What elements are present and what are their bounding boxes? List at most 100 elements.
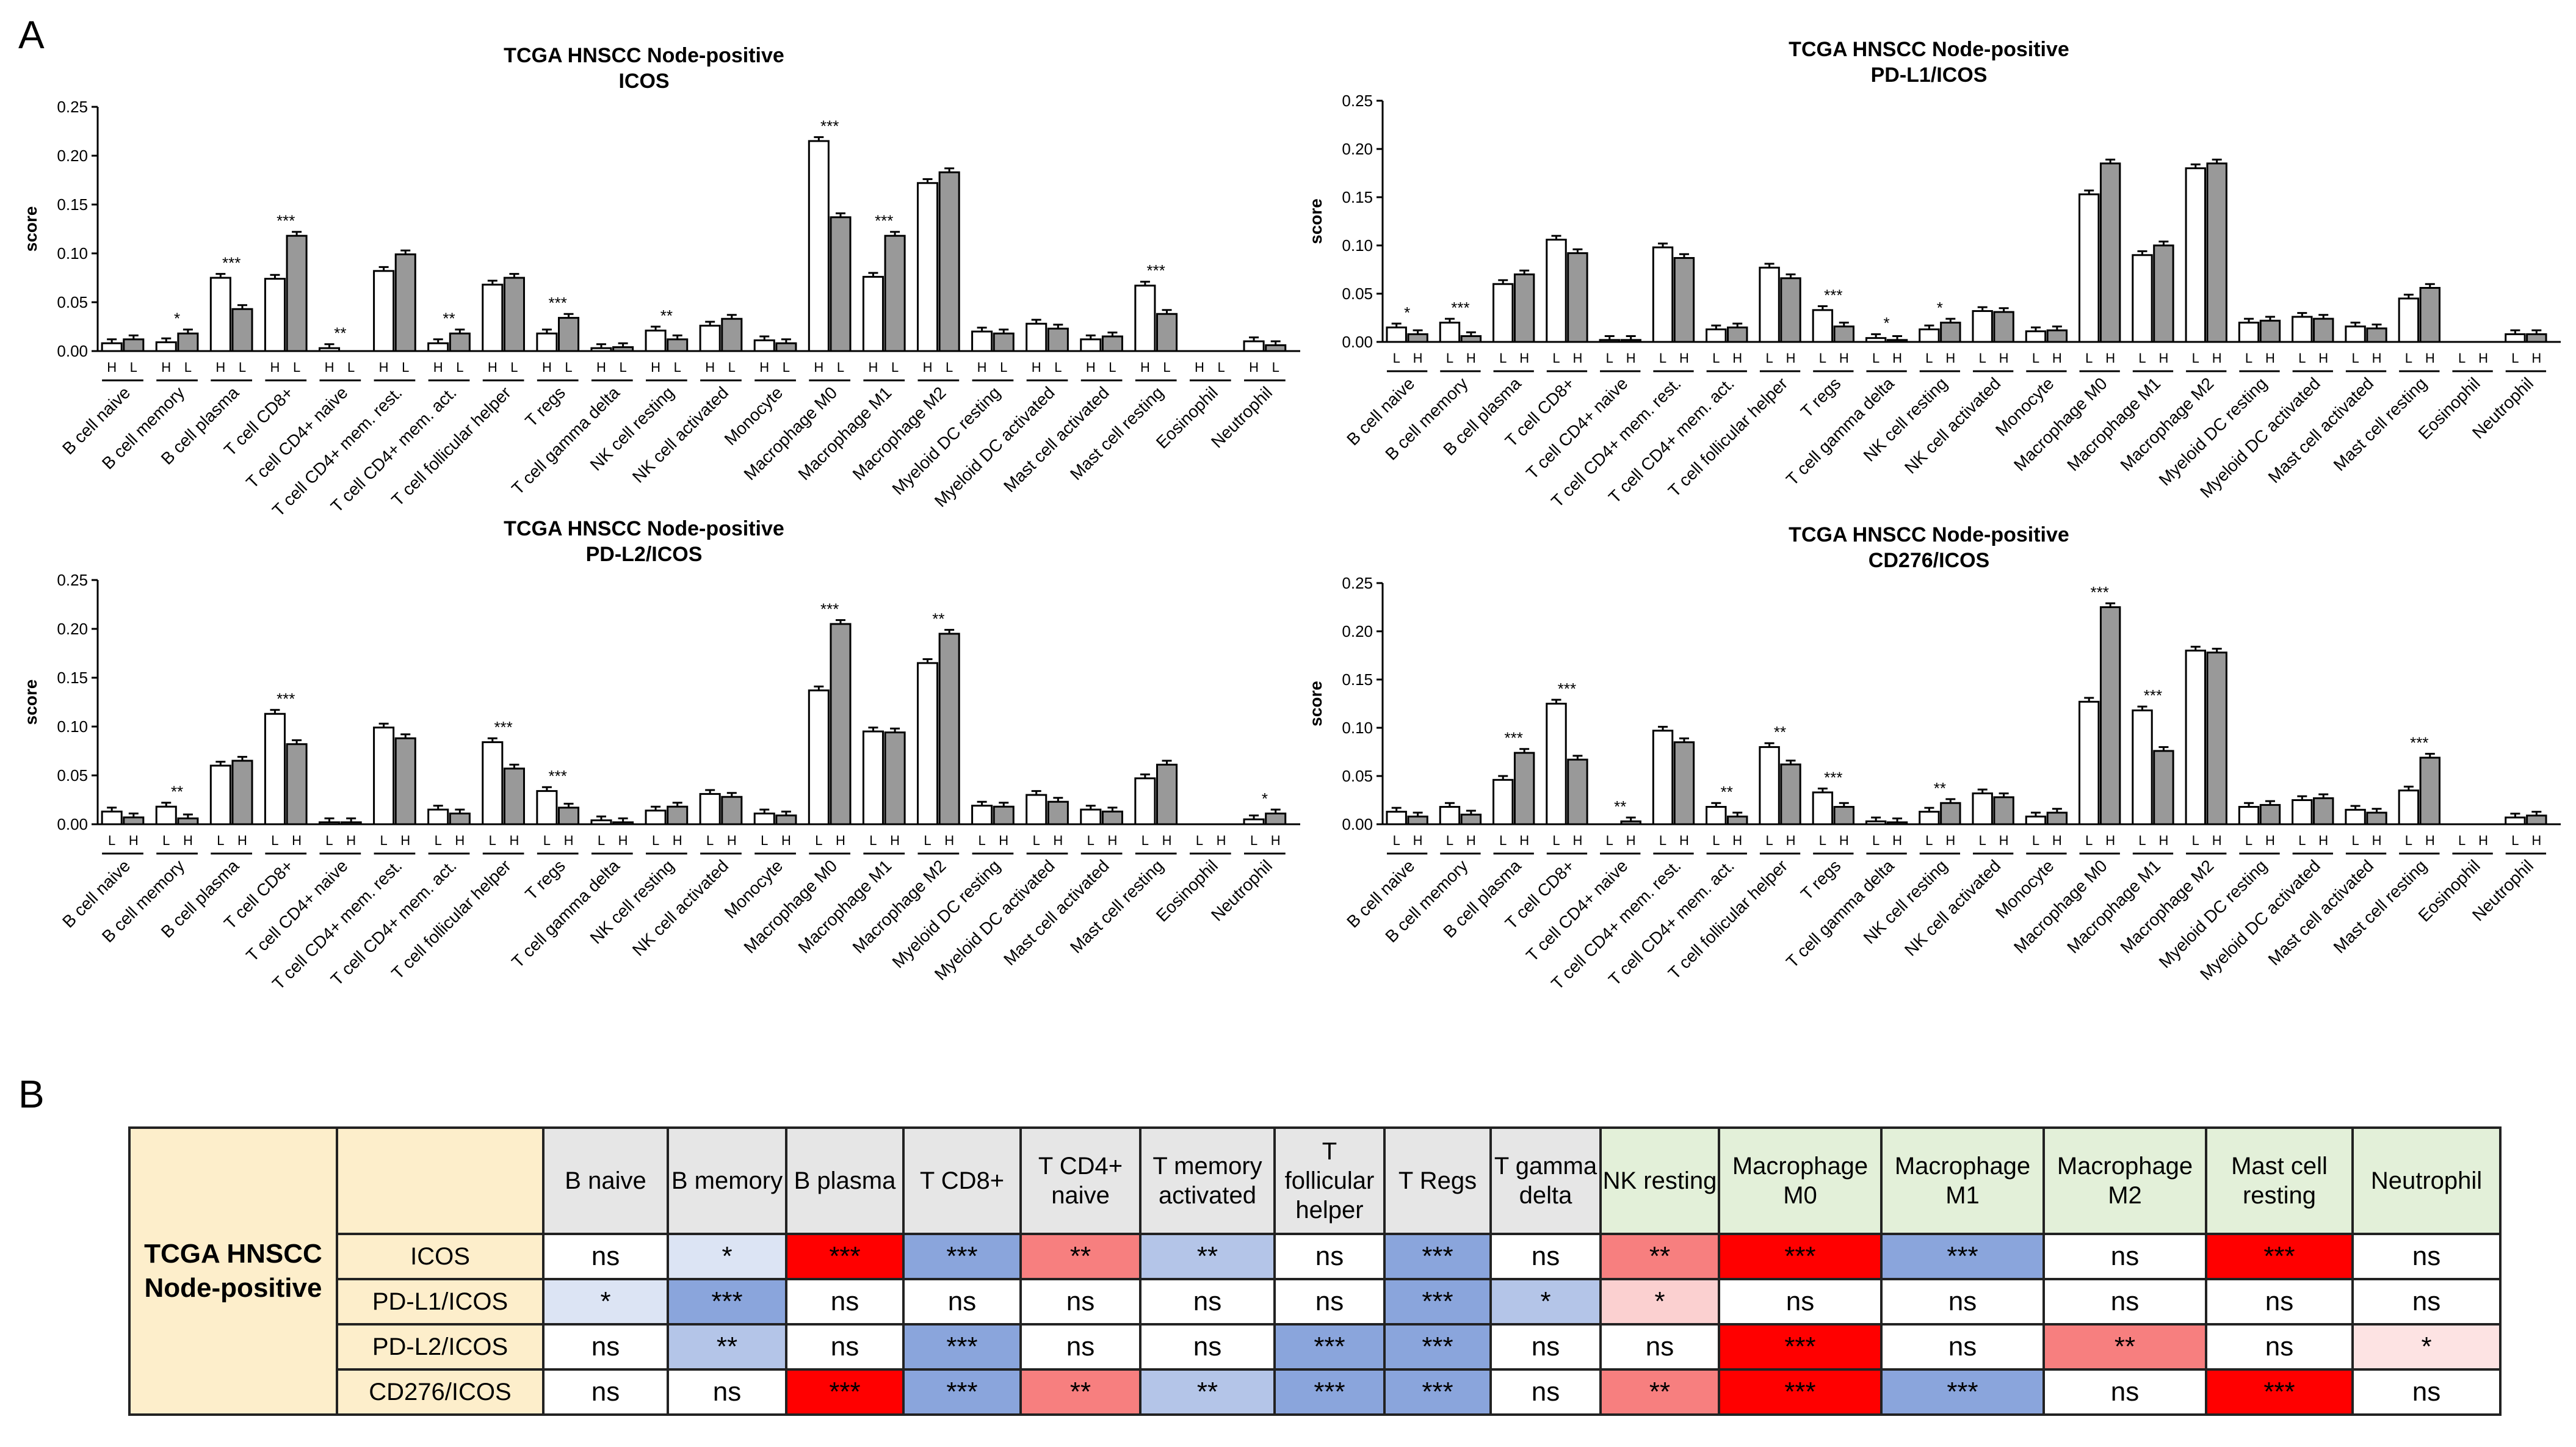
- bar: [971, 330, 993, 352]
- group-tick-label: H: [161, 360, 171, 375]
- category-label: Macrophage M2: [849, 856, 950, 957]
- group-tick-label: L: [924, 833, 931, 848]
- group-tick-label: L: [347, 360, 355, 375]
- bar: [340, 821, 362, 825]
- bar: [286, 743, 308, 825]
- column-header: B naive: [542, 1126, 669, 1235]
- group-tick-label: H: [1572, 833, 1582, 848]
- bar: [971, 805, 993, 825]
- group-tick-label: H: [1249, 360, 1259, 375]
- group-tick-label: L: [2245, 350, 2252, 366]
- group-tick-label: L: [510, 360, 518, 375]
- group-tick-label: L: [456, 360, 463, 375]
- group-tick-label: L: [1765, 833, 1773, 848]
- significance-cell: **: [1599, 1368, 1720, 1416]
- group-tick-label: L: [946, 360, 953, 375]
- significance-cell: ***: [902, 1368, 1022, 1416]
- significance-mark: ***: [2410, 734, 2428, 752]
- group-tick-label: H: [2212, 833, 2222, 848]
- bar: [2206, 651, 2227, 825]
- significance-mark: ***: [820, 600, 839, 618]
- significance-cell: ***: [667, 1278, 787, 1326]
- group-tick-label: H: [1999, 350, 2009, 366]
- group-tick-label: H: [1413, 833, 1423, 848]
- bar: [775, 342, 797, 352]
- group-tick-label: H: [346, 833, 356, 848]
- bar: [1919, 328, 1940, 343]
- bar: [449, 332, 471, 352]
- table-row: PD-L1/ICOS * *** ns ns ns ns ns *** * * ns ns ns ns ns: [129, 1278, 2502, 1326]
- group-tick-label: L: [2245, 833, 2252, 848]
- y-tick-label: 0.20: [1342, 622, 1373, 640]
- significance-cell: ***: [1273, 1368, 1386, 1416]
- significance-cell: ns: [2205, 1323, 2354, 1371]
- bar: [373, 727, 395, 825]
- bar: [482, 283, 504, 352]
- bar: [2079, 193, 2100, 343]
- column-header: B memory: [667, 1126, 787, 1235]
- chart-title: TCGA HNSCC Node-positive: [1789, 38, 2069, 61]
- group-tick-label: L: [2351, 833, 2359, 848]
- bar: [1993, 311, 2014, 343]
- group-tick-label: L: [2032, 833, 2039, 848]
- table-blank-header: [336, 1126, 545, 1235]
- significance-mark: *: [1404, 303, 1410, 322]
- significance-cell: ***: [1383, 1233, 1492, 1280]
- y-tick-label: 0.10: [57, 717, 88, 736]
- group-tick-label: H: [1162, 833, 1172, 848]
- bar: [645, 329, 667, 352]
- bar: [2505, 333, 2526, 343]
- y-tick-label: 0.10: [57, 244, 88, 263]
- group-tick-label: L: [978, 833, 985, 848]
- significance-mark: *: [1262, 789, 1268, 808]
- group-tick-label: L: [1659, 350, 1666, 366]
- significance-mark: ***: [1824, 768, 1842, 786]
- bar: [231, 308, 253, 352]
- significance-mark: ***: [549, 767, 567, 785]
- y-axis-label: score: [21, 206, 40, 252]
- bar: [612, 346, 634, 352]
- bar: [101, 810, 123, 825]
- group-tick-label: L: [1552, 833, 1560, 848]
- group-tick-label: L: [271, 833, 278, 848]
- group-tick-label: L: [1446, 350, 1453, 366]
- column-header: Neutrophil: [2351, 1126, 2502, 1235]
- group-tick-label: L: [2298, 833, 2306, 848]
- group-tick-label: H: [814, 360, 823, 375]
- significance-mark: ***: [875, 212, 893, 230]
- column-header: T follicular helper: [1273, 1126, 1386, 1235]
- column-header: T CD4+ naive: [1019, 1126, 1141, 1235]
- group-tick-label: H: [596, 360, 606, 375]
- bar: [1919, 810, 1940, 825]
- bar: [1972, 310, 1993, 343]
- row-label: ICOS: [336, 1233, 545, 1280]
- bar: [1460, 813, 1482, 825]
- group-tick-label: L: [1979, 350, 1986, 366]
- bar: [2153, 750, 2174, 825]
- significance-cell: ns: [1273, 1233, 1386, 1280]
- category-label: Mast cell activated: [1000, 383, 1113, 496]
- bar: [1080, 808, 1102, 825]
- bar: [1546, 239, 1567, 343]
- bar: [1386, 326, 1407, 343]
- group-tick-label: H: [2372, 833, 2382, 848]
- significance-cell: ns: [2205, 1278, 2354, 1326]
- significance-mark: **: [1774, 723, 1786, 741]
- bar: [2292, 316, 2313, 343]
- y-tick-label: 0.20: [57, 147, 88, 165]
- significance-cell: ns: [2042, 1233, 2207, 1280]
- bar: [1706, 806, 1727, 825]
- group-tick-label: L: [1819, 350, 1826, 366]
- significance-cell: ***: [902, 1323, 1022, 1371]
- y-tick-label: 0.00: [57, 342, 88, 360]
- group-tick-label: H: [129, 833, 139, 848]
- bar: [482, 741, 504, 825]
- group-tick-label: H: [1732, 350, 1742, 366]
- bar: [1833, 325, 1854, 343]
- bar: [2025, 815, 2047, 825]
- significance-cell: ns: [1273, 1278, 1386, 1326]
- category-label: Macrophage M1: [794, 856, 895, 957]
- group-tick-label: H: [1892, 350, 1902, 366]
- group-tick-label: L: [2085, 833, 2093, 848]
- category-label: T regs: [1797, 856, 1845, 904]
